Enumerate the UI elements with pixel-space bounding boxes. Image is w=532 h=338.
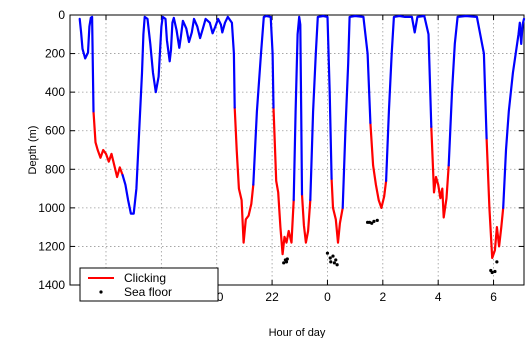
series-dive-profile-segment — [341, 14, 372, 209]
sea-floor-point — [325, 251, 330, 255]
x-tick-label: 6 — [490, 290, 497, 304]
x-tick-label: 4 — [435, 290, 442, 304]
y-tick-label: 600 — [45, 124, 65, 138]
sea-floor-point — [282, 261, 286, 265]
series-dive-profile-segment — [309, 14, 333, 202]
sea-floor-point — [370, 221, 374, 225]
y-axis-label: Depth (m) — [27, 126, 39, 175]
y-axis: 0 200 400 600 800 1000 1200 1400 — [38, 8, 524, 292]
legend-sea-floor-label: Sea floor — [124, 285, 172, 299]
series-clicking-segment — [430, 125, 450, 219]
y-tick-label: 1200 — [38, 239, 65, 253]
series-dive-profile-segment — [502, 17, 526, 209]
y-tick-label: 200 — [45, 47, 65, 61]
legend: Clicking Sea floor — [79, 267, 219, 302]
x-tick-label: 0 — [324, 290, 331, 304]
y-tick-label: 0 — [58, 8, 65, 22]
series-dive-profile-segment — [385, 14, 433, 182]
y-tick-label: 1000 — [38, 201, 65, 215]
legend-box — [79, 267, 219, 302]
x-tick-label: 2 — [379, 290, 386, 304]
sea-floor-point — [331, 254, 335, 258]
series-dive-profile-segment — [292, 15, 304, 202]
series-clicking-segment — [330, 177, 344, 244]
sea-floor-point — [284, 260, 289, 264]
x-axis-label: Hour of day — [269, 327, 326, 338]
sea-floor-point — [490, 270, 494, 275]
y-tick-label: 800 — [45, 162, 65, 176]
series-dive-profile-segment — [252, 14, 275, 186]
plot-frame — [69, 14, 525, 286]
y-tick-label: 1400 — [38, 278, 65, 292]
y-tick-label: 400 — [45, 85, 65, 99]
series-dive-profile-segment — [447, 14, 488, 167]
series-layer — [78, 14, 526, 260]
sea-floor-point — [332, 261, 336, 265]
legend-clicking-label: Clicking — [124, 271, 166, 285]
series-clicking-segment — [272, 106, 295, 256]
sea-floor-point — [329, 260, 333, 264]
sea-floor-point — [375, 218, 379, 222]
series-clicking-segment — [233, 106, 255, 244]
sea-floor-point — [328, 256, 332, 260]
sea-floor-point — [493, 269, 497, 274]
sea-floor-point — [495, 260, 499, 264]
sea-floor-point — [372, 219, 376, 223]
sea-floor-point — [285, 257, 289, 261]
series-dive-profile-segment — [121, 15, 236, 215]
series-clicking-segment — [485, 137, 505, 260]
legend-sea-floor-swatch — [99, 290, 103, 294]
sea-floor-points — [282, 218, 499, 275]
series-dive-profile-segment — [78, 15, 95, 113]
sea-floor-point — [335, 263, 339, 267]
series-clicking-segment — [92, 110, 124, 179]
series-clicking-segment — [369, 121, 388, 209]
x-tick-label: 22 — [265, 290, 279, 304]
sea-floor-point — [334, 258, 338, 262]
series-clicking-segment — [300, 193, 312, 244]
